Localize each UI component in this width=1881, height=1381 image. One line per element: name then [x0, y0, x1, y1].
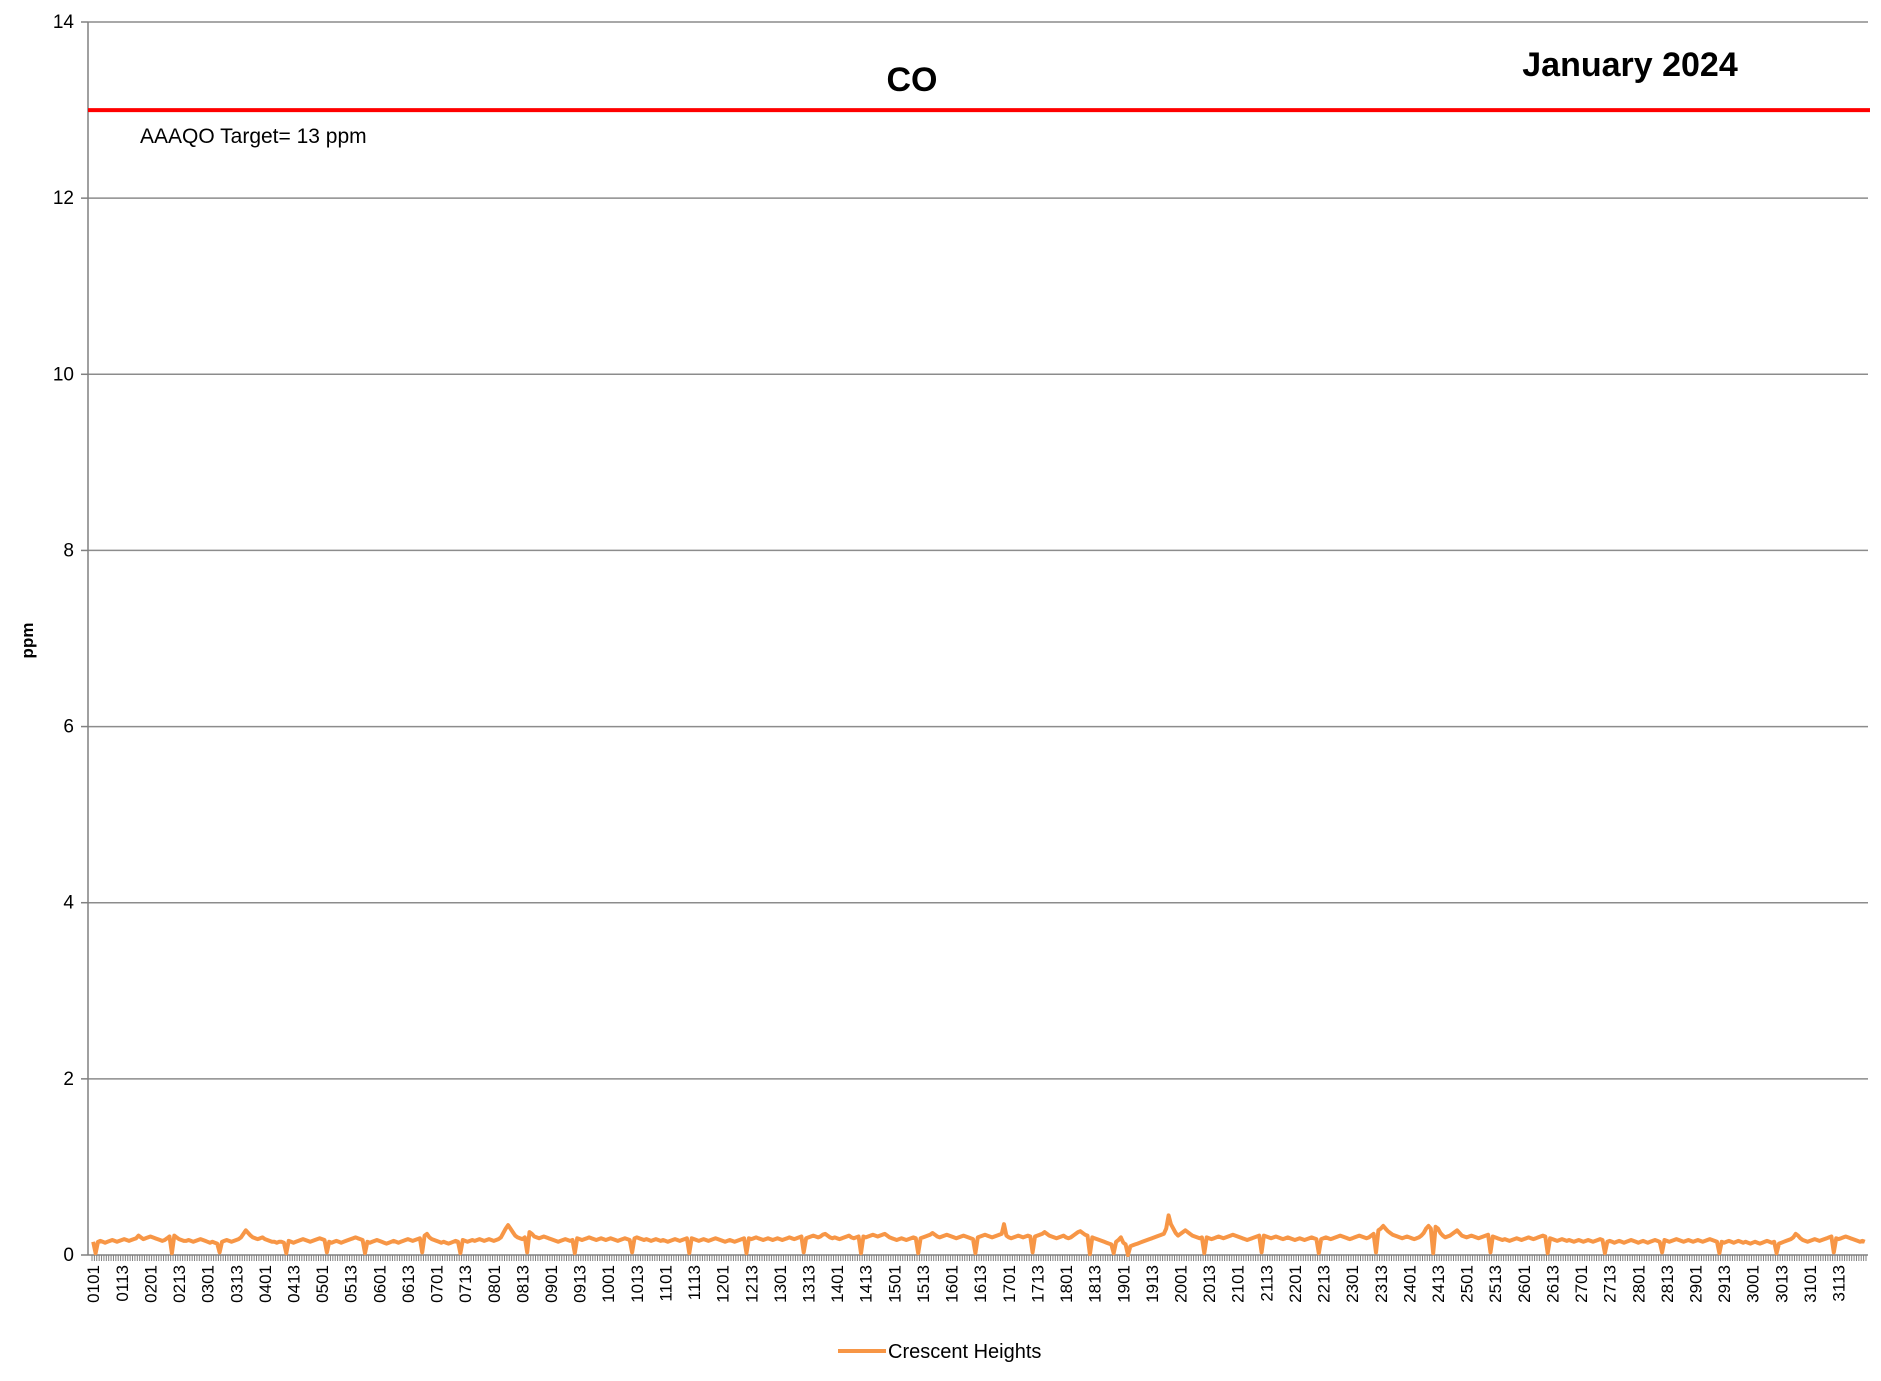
chart-title: CO: [887, 61, 938, 99]
x-tick-label: 0301: [199, 1265, 218, 1303]
x-tick-label: 2313: [1372, 1265, 1391, 1303]
y-tick-label: 14: [53, 12, 75, 33]
x-tick-label: 3001: [1744, 1265, 1763, 1303]
y-tick-label: 2: [63, 1069, 74, 1090]
x-tick-label: 0401: [256, 1265, 275, 1303]
y-axis-label: ppm: [18, 623, 37, 659]
x-tick-label: 2401: [1400, 1265, 1419, 1303]
x-tick-label: 1113: [685, 1265, 704, 1300]
y-tick-label: 12: [53, 188, 74, 209]
y-tick-label: 4: [63, 893, 74, 914]
x-tick-label: 1613: [971, 1265, 990, 1303]
x-tick-label: 2201: [1286, 1265, 1305, 1303]
x-tick-label: 2801: [1629, 1265, 1648, 1303]
x-tick-label: 1213: [742, 1265, 761, 1303]
x-tick-label: 1801: [1057, 1265, 1076, 1303]
x-tick-label: 1713: [1028, 1265, 1047, 1303]
x-tick-label: 0113: [113, 1265, 132, 1302]
x-tick-label: 2013: [1200, 1265, 1219, 1303]
x-tick-label: 1501: [885, 1265, 904, 1303]
y-tick-label: 10: [53, 364, 74, 385]
y-axis-ticks: 0 2 4 6 8 10 12 14: [53, 12, 88, 1266]
x-tick-label: 0813: [513, 1265, 532, 1303]
x-tick-label: 2501: [1458, 1265, 1477, 1303]
chart-subtitle: January 2024: [1522, 46, 1738, 84]
x-tick-label: 1413: [857, 1265, 876, 1303]
legend: Crescent Heights: [838, 1341, 1041, 1363]
legend-label-crescent-heights: Crescent Heights: [888, 1341, 1041, 1363]
x-tick-label: 2301: [1343, 1265, 1362, 1303]
x-tick-label: 0101: [84, 1265, 103, 1303]
x-tick-label: 0801: [485, 1265, 504, 1303]
y-tick-label: 8: [63, 540, 74, 561]
x-tick-label: 1001: [599, 1265, 618, 1303]
x-tick-label: 2213: [1315, 1265, 1334, 1303]
x-tick-label: 1301: [771, 1265, 790, 1303]
x-tick-label: 2713: [1601, 1265, 1620, 1303]
target-annotation: AAAQO Target= 13 ppm: [140, 125, 367, 148]
x-tick-label: 2913: [1715, 1265, 1734, 1303]
x-tick-label: 1901: [1114, 1265, 1133, 1303]
x-tick-label: 2513: [1486, 1265, 1505, 1303]
x-tick-label: 0713: [456, 1265, 475, 1303]
x-tick-label: 3113: [1830, 1265, 1849, 1302]
x-tick-label: 2601: [1515, 1265, 1534, 1303]
x-tick-label: 1013: [628, 1265, 647, 1303]
x-tick-label: 2701: [1572, 1265, 1591, 1303]
x-tick-label: 3013: [1772, 1265, 1791, 1303]
x-tick-label: 2901: [1687, 1265, 1706, 1303]
series-line-crescent-heights: [91, 1213, 1866, 1257]
x-tick-label: 2613: [1543, 1265, 1562, 1303]
x-tick-label: 2101: [1229, 1265, 1248, 1303]
x-tick-label: 0313: [227, 1265, 246, 1303]
x-tick-label: 0701: [428, 1265, 447, 1303]
x-tick-label: 0201: [141, 1265, 160, 1303]
x-tick-label: 0513: [342, 1265, 361, 1303]
x-tick-label: 2813: [1658, 1265, 1677, 1303]
x-tick-label: 0913: [571, 1265, 590, 1303]
x-tick-label: 0601: [370, 1265, 389, 1303]
y-tick-label: 6: [63, 717, 74, 738]
x-tick-label: 1313: [800, 1265, 819, 1303]
x-tick-label: 1813: [1086, 1265, 1105, 1303]
x-tick-label: 3101: [1801, 1265, 1820, 1303]
x-tick-label: 1701: [1000, 1265, 1019, 1303]
x-tick-label: 1201: [714, 1265, 733, 1303]
y-tick-label: 0: [63, 1245, 74, 1266]
x-tick-label: 0413: [284, 1265, 303, 1303]
x-tick-label: 0901: [542, 1265, 561, 1303]
x-tick-label: 2113: [1257, 1265, 1276, 1302]
x-tick-label: 1513: [914, 1265, 933, 1303]
gridlines: [88, 21, 1868, 1080]
x-tick-label: 0613: [399, 1265, 418, 1303]
x-tick-label: 2001: [1171, 1265, 1190, 1303]
x-tick-label: 1101: [656, 1265, 675, 1302]
x-tick-label: 1601: [943, 1265, 962, 1303]
x-tick-label: 2413: [1429, 1265, 1448, 1303]
x-tick-label: 0213: [170, 1265, 189, 1303]
x-tick-label: 1401: [828, 1265, 847, 1303]
x-axis-ticks: 0101 0113 0201 0213 0301 0313 0401 0413 0501 0513…: [84, 1255, 1867, 1303]
x-tick-label: 1913: [1143, 1265, 1162, 1303]
x-tick-label: 0501: [313, 1265, 332, 1303]
